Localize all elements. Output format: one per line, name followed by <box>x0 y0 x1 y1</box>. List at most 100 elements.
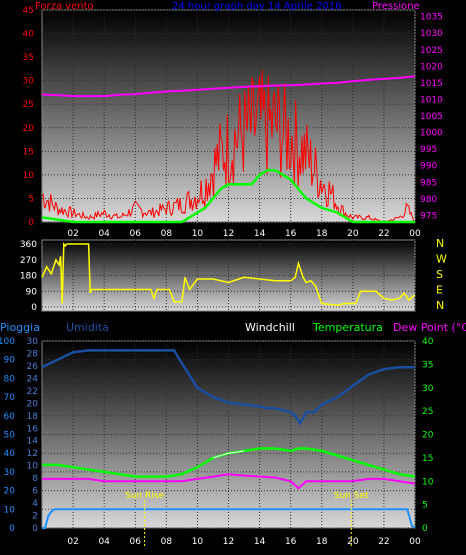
pressure-tick-label: 990 <box>420 162 437 172</box>
humidity-tick-label: 22 <box>27 387 38 397</box>
wind-tick-label: 20 <box>23 124 35 134</box>
rain-line <box>42 508 416 529</box>
wind-speed-line <box>41 69 416 223</box>
rain-axis-title: Pioggia <box>0 321 40 334</box>
x-tick-label: 02 <box>67 537 78 547</box>
x-tick-label: 22 <box>378 229 389 239</box>
temperature-tick-label: 30 <box>422 384 434 394</box>
x-tick-label: 00 <box>409 537 421 547</box>
pressure-tick-label: 1010 <box>420 95 443 105</box>
pressure-tick-label: 1025 <box>420 46 443 56</box>
x-tick-label: 20 <box>347 229 359 239</box>
humidity-axis-title: Umidita <box>66 321 109 334</box>
temperature-tick-label: 5 <box>422 501 428 511</box>
direction-tick-label: 90 <box>26 287 38 297</box>
pressure-tick-label: 1020 <box>420 62 443 72</box>
sunrise-label: Sun Rise <box>125 491 164 501</box>
wind-tick-label: 25 <box>23 100 34 110</box>
temperature-tick-label: 15 <box>422 454 433 464</box>
temperature-tick-label: 25 <box>422 407 433 417</box>
humidity-tick-label: 24 <box>27 374 39 384</box>
x-tick-label: 08 <box>161 229 173 239</box>
panel-wind-pressure: Forza vento 24 hour graph day 14 Aprile … <box>23 1 444 239</box>
temperature-legend: Temperatura <box>312 321 383 334</box>
dewpoint-line <box>42 473 416 490</box>
humidity-tick-label: 28 <box>27 349 39 359</box>
pressure-tick-label: 980 <box>420 195 437 205</box>
pressure-tick-label: 1030 <box>420 29 443 39</box>
x-tick-label: 16 <box>285 229 297 239</box>
x-tick-label: 18 <box>316 537 328 547</box>
x-tick-label: 10 <box>192 537 204 547</box>
x-tick-label: 00 <box>409 229 421 239</box>
pressure-tick-label: 1000 <box>420 129 443 139</box>
humidity-tick-label: 4 <box>32 499 38 509</box>
rain-tick-label: 100 <box>0 337 15 347</box>
x-tick-label: 14 <box>254 537 266 547</box>
compass-label: W <box>436 253 447 266</box>
rain-tick-label: 40 <box>4 449 16 459</box>
pressure-tick-label: 1005 <box>420 112 443 122</box>
humidity-tick-label: 10 <box>27 462 39 472</box>
humidity-tick-label: 14 <box>27 437 39 447</box>
humidity-tick-label: 6 <box>32 487 38 497</box>
rain-tick-label: 70 <box>4 393 16 403</box>
wind-tick-label: 0 <box>28 218 34 228</box>
x-tick-label: 06 <box>130 537 142 547</box>
wind-tick-label: 15 <box>23 147 34 157</box>
temperature-tick-label: 10 <box>422 477 434 487</box>
x-tick-label: 20 <box>347 537 359 547</box>
wind-direction-line <box>41 241 416 307</box>
windchill-line <box>212 450 245 459</box>
x-tick-label: 22 <box>378 537 389 547</box>
humidity-tick-label: 16 <box>27 424 39 434</box>
rain-tick-label: 90 <box>4 356 16 366</box>
pressure-tick-label: 1015 <box>420 79 443 89</box>
temperature-tick-label: 35 <box>422 360 433 370</box>
temperature-tick-label: 40 <box>422 337 434 347</box>
wind-tick-label: 40 <box>23 30 35 40</box>
compass-label: N <box>436 237 444 250</box>
pressure-line <box>41 75 416 98</box>
x-tick-label: 16 <box>285 537 297 547</box>
pressure-tick-label: 1035 <box>420 13 443 23</box>
dewpoint-legend: Dew Point (°C) <box>393 321 466 334</box>
direction-tick-label: 0 <box>31 303 37 313</box>
humidity-line <box>41 349 415 426</box>
rain-tick-label: 20 <box>4 487 16 497</box>
x-tick-label: 02 <box>67 229 78 239</box>
x-tick-label: 08 <box>161 537 173 547</box>
direction-tick-label: 270 <box>20 256 37 266</box>
wind-tick-label: 35 <box>23 53 34 63</box>
rain-tick-label: 10 <box>4 505 16 515</box>
humidity-tick-label: 30 <box>27 337 39 347</box>
humidity-tick-label: 8 <box>32 474 38 484</box>
pressure-axis-title: Pressione <box>372 1 420 12</box>
humidity-tick-label: 0 <box>32 524 38 534</box>
windchill-legend: Windchill <box>245 321 295 334</box>
compass-label: E <box>436 284 443 297</box>
pressure-tick-label: 975 <box>420 211 437 221</box>
rain-tick-label: 80 <box>4 374 16 384</box>
x-tick-label: 06 <box>130 229 142 239</box>
wind-axis-title: Forza vento <box>35 1 94 12</box>
direction-tick-label: 180 <box>20 272 37 282</box>
panel-temperature-humidity: Pioggia Umidita Windchill Temperatura De… <box>0 321 466 548</box>
x-tick-label: 12 <box>223 229 234 239</box>
wind-tick-label: 30 <box>23 77 35 87</box>
compass-label: N <box>436 299 444 312</box>
temperature-tick-label: 0 <box>422 524 428 534</box>
graph-title: 24 hour graph day 14 Aprile 2016 <box>172 1 342 12</box>
temperature-tick-label: 20 <box>422 431 434 441</box>
rain-tick-label: 30 <box>4 468 16 478</box>
compass-label: S <box>436 268 443 281</box>
pressure-tick-label: 995 <box>420 145 437 155</box>
wind-tick-label: 45 <box>23 6 34 16</box>
x-tick-label: 12 <box>223 537 234 547</box>
humidity-tick-label: 20 <box>27 399 39 409</box>
humidity-tick-label: 18 <box>27 412 39 422</box>
x-tick-label: 04 <box>98 537 110 547</box>
sunset-label: Sun Set <box>334 491 369 501</box>
